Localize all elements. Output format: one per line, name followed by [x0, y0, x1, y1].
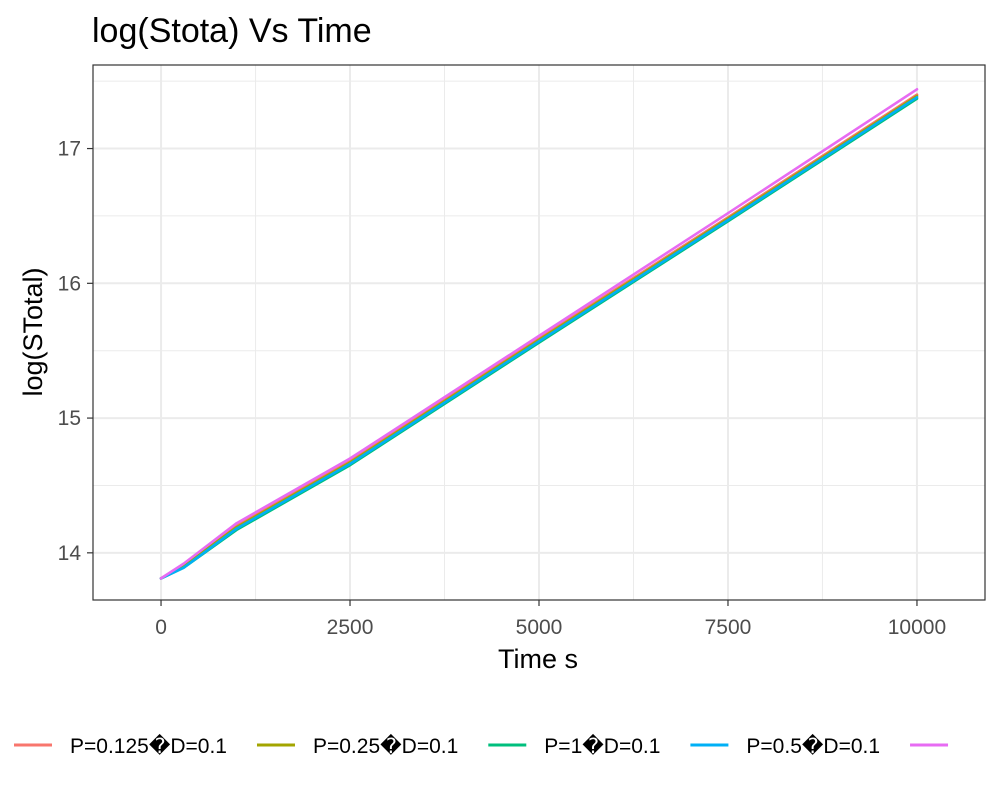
- y-axis-title: log(STotal): [18, 267, 48, 396]
- chart-title: log(Stota) Vs Time: [92, 12, 372, 50]
- series-line-5: [159, 88, 919, 580]
- legend-label-2: P=0.25�D=0.1: [313, 733, 458, 758]
- series-lines: [159, 88, 919, 580]
- legend-label-4: P=0.5�D=0.1: [746, 733, 880, 758]
- y-axis: 14 15 16 17: [58, 138, 93, 565]
- x-tick-label: 5000: [516, 616, 563, 639]
- x-axis-title: Time s: [498, 644, 578, 674]
- x-axis: 0 2500 5000 7500 10000: [155, 600, 946, 639]
- legend-label-1: P=0.125�D=0.1: [70, 733, 227, 758]
- y-tick-label: 15: [58, 407, 81, 430]
- legend: P=0.125�D=0.1 P=0.25�D=0.1 P=1�D=0.1 P=0.5�…: [14, 733, 949, 758]
- grid: [93, 65, 985, 600]
- y-tick-label: 16: [58, 272, 81, 295]
- x-tick-label: 7500: [705, 616, 752, 639]
- y-tick-label: 17: [58, 138, 81, 161]
- legend-label-3: P=1�D=0.1: [544, 733, 660, 758]
- series-line-4: [159, 96, 919, 580]
- x-tick-label: 2500: [327, 616, 374, 639]
- x-tick-label: 0: [155, 616, 167, 639]
- y-tick-label: 14: [58, 542, 82, 565]
- x-tick-label: 10000: [888, 616, 946, 639]
